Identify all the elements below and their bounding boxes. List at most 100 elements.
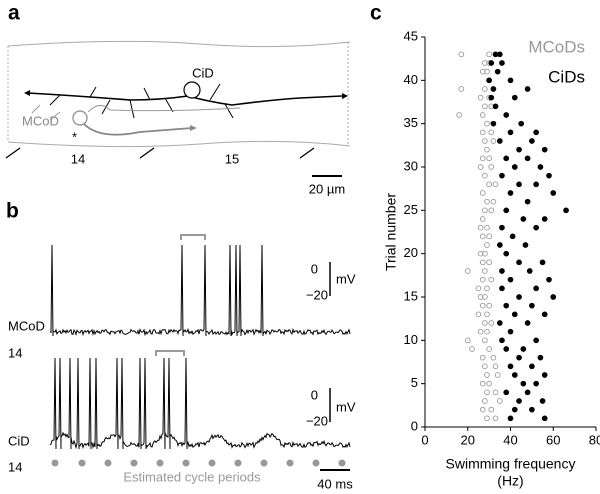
data-point <box>503 346 510 352</box>
data-point <box>479 129 486 136</box>
data-point <box>520 380 527 387</box>
data-point <box>477 164 484 170</box>
voltage-traces <box>49 234 351 471</box>
data-point <box>537 354 544 361</box>
data-point <box>550 190 557 196</box>
data-point <box>484 68 490 75</box>
data-point <box>484 198 490 205</box>
y-tick-label: 25 <box>404 202 418 217</box>
data-point <box>499 285 505 292</box>
panel-letter: c <box>370 2 382 25</box>
scale-unit: mV <box>336 399 356 414</box>
x-tick-label: 0 <box>421 432 428 447</box>
data-point <box>490 120 497 127</box>
cycle-dot <box>208 459 216 467</box>
data-point <box>482 363 488 370</box>
data-point <box>488 60 495 66</box>
data-point <box>503 302 510 309</box>
data-point <box>469 346 475 352</box>
data-point <box>482 294 488 300</box>
y-tick-label: 45 <box>404 28 418 43</box>
data-point <box>490 354 497 361</box>
data-point <box>484 389 490 396</box>
data-point <box>496 138 503 144</box>
data-point <box>503 250 510 257</box>
data-point <box>541 216 548 222</box>
data-point <box>482 250 488 257</box>
data-point <box>529 363 535 370</box>
data-point <box>488 129 495 136</box>
data-point <box>477 294 484 300</box>
data-point <box>486 155 492 162</box>
data-point <box>524 198 531 205</box>
scatter-plot: c 0 5 10 15 20 25 30 35 40 45 0 20 40 60 80 Swimming fre… <box>370 2 600 489</box>
data-point <box>496 51 503 58</box>
data-point <box>486 380 492 387</box>
x-tick-label: 60 <box>546 432 560 447</box>
data-point <box>479 216 486 222</box>
data-point <box>509 233 516 240</box>
data-point <box>484 224 490 231</box>
data-point <box>539 398 546 404</box>
segment-label: 14 <box>71 151 85 166</box>
x-tick-label: 40 <box>503 432 517 447</box>
legend-entry: MCoDs <box>528 37 585 56</box>
x-tick-label: 20 <box>461 432 475 447</box>
y-tick-label: 0 <box>411 418 418 433</box>
data-point <box>479 406 486 413</box>
data-point <box>479 380 486 387</box>
data-point <box>488 207 495 214</box>
data-point <box>533 337 540 344</box>
scale-label: 20 µm <box>309 181 345 196</box>
cycle-dot <box>312 459 320 467</box>
data-point <box>533 224 540 231</box>
data-point <box>482 337 488 344</box>
data-point <box>533 129 540 136</box>
panel-letter: a <box>8 2 20 25</box>
data-point <box>507 276 514 283</box>
x-axis-label: (Hz) <box>497 473 523 489</box>
data-point <box>494 68 501 75</box>
scale-unit: mV <box>336 271 356 286</box>
asterisk: * <box>72 129 77 144</box>
scale-label: −20 <box>306 413 328 428</box>
data-point <box>516 294 522 300</box>
data-point <box>541 372 548 378</box>
data-point <box>477 224 484 231</box>
data-point <box>479 302 486 309</box>
cycle-dot <box>260 459 268 467</box>
data-point <box>492 415 499 422</box>
data-point <box>507 415 514 422</box>
footer-label: Estimated cycle periods <box>123 469 261 484</box>
data-point <box>526 268 533 274</box>
data-point <box>520 346 527 352</box>
data-point <box>475 285 482 292</box>
data-point <box>499 337 505 344</box>
data-point <box>507 77 514 84</box>
cell-label: CiD <box>192 65 214 80</box>
data-point <box>477 94 484 101</box>
data-point <box>486 51 492 58</box>
trace-label: MCoD <box>8 318 45 333</box>
cycle-dot <box>156 459 164 467</box>
data-point <box>539 259 546 266</box>
data-point <box>524 389 531 396</box>
data-point <box>482 60 488 66</box>
data-point <box>488 164 495 170</box>
data-point <box>464 268 471 274</box>
data-point <box>479 276 486 283</box>
data-point <box>482 103 488 110</box>
data-point <box>486 346 492 352</box>
data-point <box>486 77 492 84</box>
data-point <box>484 372 490 378</box>
data-point <box>484 415 490 422</box>
data-point <box>522 242 529 248</box>
data-point <box>499 224 505 231</box>
data-point <box>484 242 490 248</box>
data-point <box>499 60 505 66</box>
data-point <box>490 198 497 205</box>
data-point <box>488 94 495 101</box>
data-point <box>492 389 499 396</box>
scale-label: −20 <box>306 287 328 302</box>
data-point <box>518 120 525 127</box>
